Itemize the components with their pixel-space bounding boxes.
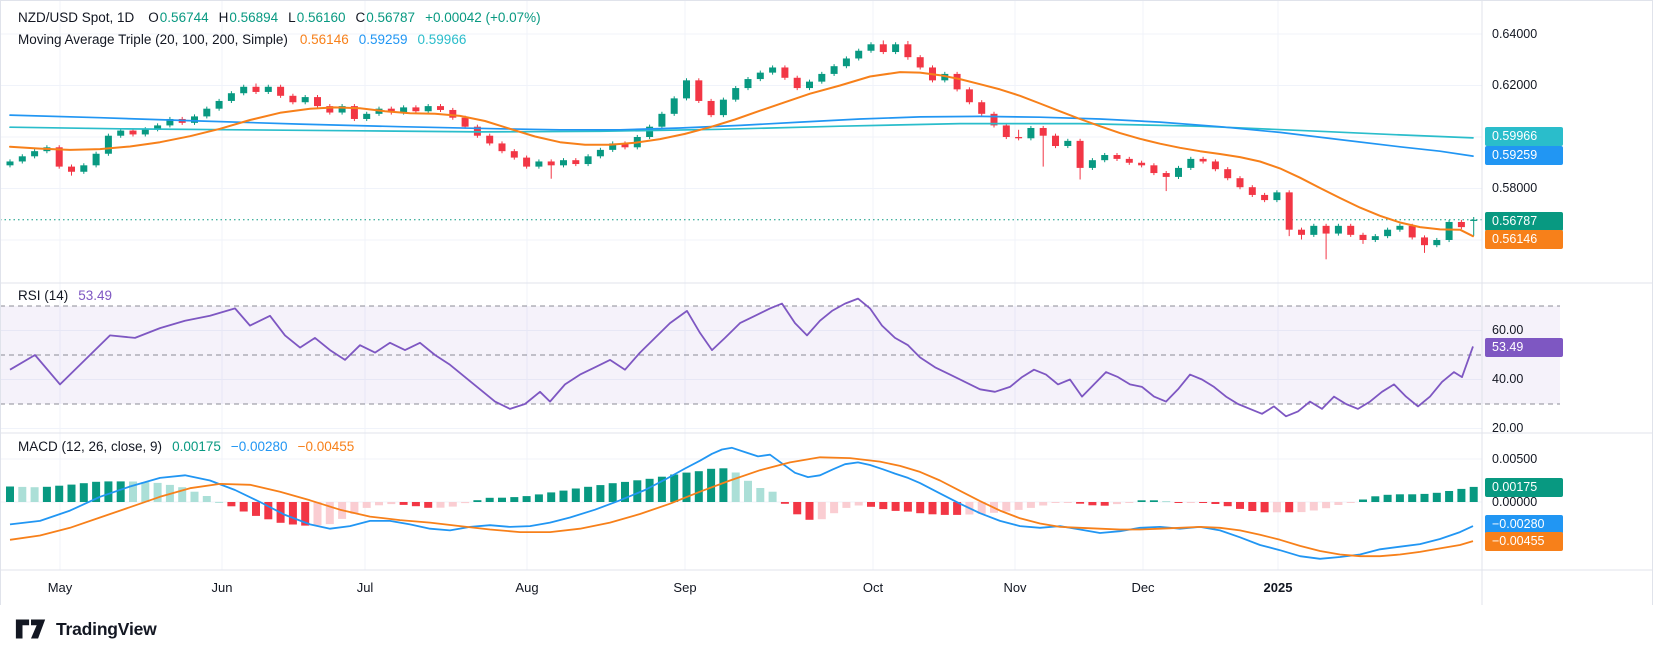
ma-legend-segment: 0.59259 (358, 32, 408, 47)
moving-average-legend: Moving Average Triple (20, 100, 200, Sim… (18, 32, 466, 47)
axis-price-label: 20.00 (1492, 421, 1524, 435)
symbol-legend-segment: 0.56744 (159, 10, 209, 25)
sma-100-line (9, 114, 1474, 157)
time-axis-label: Aug (515, 580, 539, 595)
rsi-line (9, 297, 1474, 418)
axis-price-label: 0.62000 (1492, 78, 1538, 92)
axis-value-badge: 0.00175 (1485, 477, 1563, 497)
time-axis-label: Dec (1131, 580, 1155, 595)
axis-value-badge: −0.00280 (1485, 514, 1563, 534)
axis-price-label: 0.64000 (1492, 26, 1538, 41)
ma-legend-segment: 0.59966 (417, 32, 467, 47)
macd-signal-line (9, 456, 1474, 558)
symbol-legend-segment: 0.56894 (229, 10, 279, 25)
ma-legend-segment: 0.56146 (299, 32, 349, 47)
sma-20-line (9, 71, 1474, 238)
time-axis-label: 2025 (1263, 580, 1293, 595)
candlestick-series (6, 40, 1478, 260)
axis-value-badge: 0.56146 (1485, 229, 1563, 249)
axis-price-label: 60.00 (1492, 323, 1524, 337)
axis-price-label: 0.58000 (1492, 181, 1538, 195)
macd-legend-segment: −0.00455 (297, 439, 355, 454)
axis-price-label: 0.00000 (1492, 494, 1538, 509)
time-axis-label: Oct (862, 580, 884, 595)
symbol-legend-segment[interactable]: NZD/USD Spot, 1D (18, 10, 135, 25)
axis-value-badge: −0.00455 (1485, 531, 1563, 551)
axis-value-badge: 0.56787 (1485, 211, 1563, 231)
symbol-legend-segment: 0.56160 (296, 10, 346, 25)
time-axis-label: May (47, 580, 73, 595)
axis-value-badge: 0.59259 (1485, 145, 1563, 165)
axis-price-label: 40.00 (1492, 372, 1524, 386)
tradingview-brand-text[interactable]: TradingView (56, 618, 157, 639)
symbol-legend-segment: O (148, 10, 159, 25)
axis-value-badge: 53.49 (1485, 337, 1563, 357)
chart-canvas[interactable] (0, 0, 1653, 605)
macd-legend: MACD (12, 26, close, 9) 0.00175 −0.00280 −0… (18, 439, 354, 454)
time-axis-label: Sep (673, 580, 697, 595)
rsi-legend: RSI (14) 53.49 (18, 288, 112, 303)
macd-line (9, 446, 1474, 560)
macd-legend-segment[interactable]: MACD (12, 26, close, 9) (18, 439, 163, 454)
symbol-legend-segment: 0.56787 (366, 10, 416, 25)
tradingview-logo-icon[interactable] (14, 615, 48, 643)
time-axis-label: Jul (356, 580, 374, 595)
rsi-legend-segment: 53.49 (78, 288, 113, 303)
ma-legend-segment[interactable]: Moving Average Triple (20, 100, 200, Sim… (18, 32, 288, 47)
symbol-legend-segment: L (288, 10, 296, 25)
sma-200-line (9, 122, 1474, 139)
macd-legend-segment: 0.00175 (172, 439, 221, 454)
symbol-ohlc-legend: NZD/USD Spot, 1D O 0.56744 H 0.56894 L 0.56160… (18, 10, 541, 25)
time-axis-label: Nov (1003, 580, 1027, 595)
symbol-legend-segment: +0.00042 (+0.07%) (425, 10, 541, 25)
rsi-legend-segment[interactable]: RSI (14) (18, 288, 69, 303)
axis-price-label: 0.00500 (1492, 451, 1538, 466)
macd-legend-segment: −0.00280 (230, 439, 288, 454)
time-axis-label: Jun (211, 580, 233, 595)
footer: TradingView (0, 605, 1653, 653)
symbol-legend-segment: H (218, 10, 229, 25)
axis-value-badge: 0.59966 (1485, 126, 1563, 146)
symbol-legend-segment: C (355, 10, 366, 25)
